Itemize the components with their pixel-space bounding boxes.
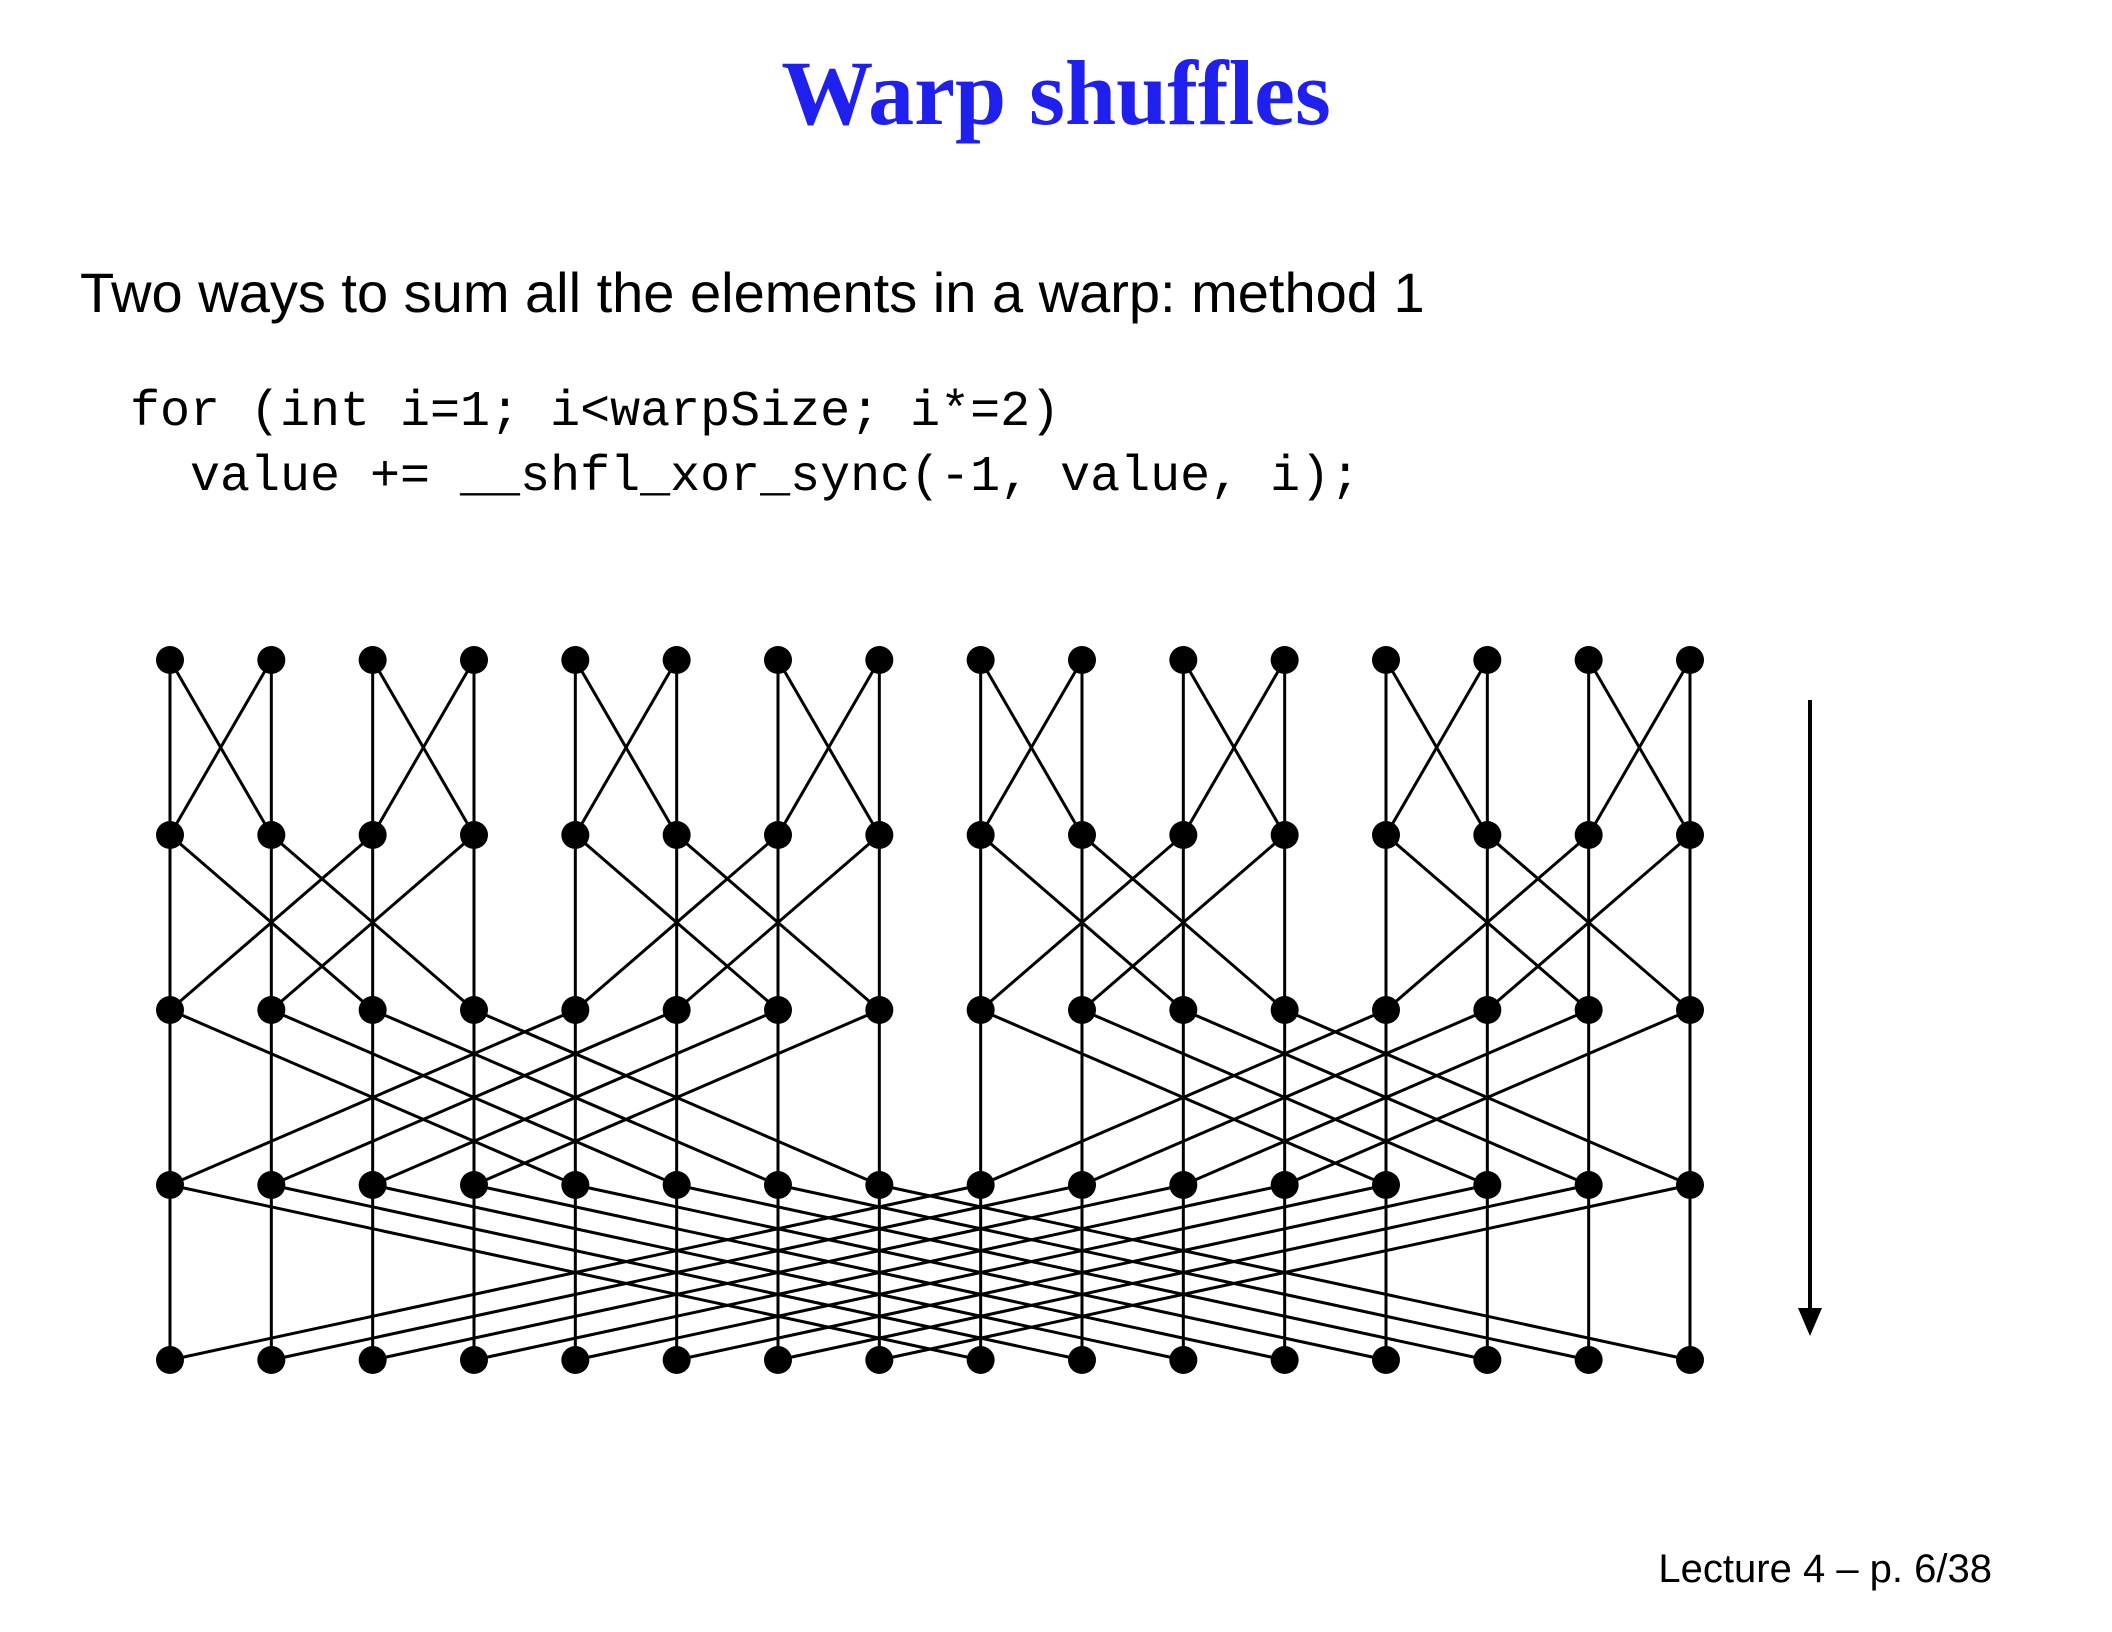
node [1676, 996, 1704, 1024]
node [663, 1171, 691, 1199]
node [1575, 821, 1603, 849]
node [359, 1346, 387, 1374]
node [967, 1171, 995, 1199]
node [663, 646, 691, 674]
node [865, 646, 893, 674]
node [1372, 996, 1400, 1024]
node [156, 996, 184, 1024]
node [865, 1171, 893, 1199]
slide-root: Warp shuffles Two ways to sum all the el… [0, 0, 2112, 1632]
node [359, 646, 387, 674]
node [460, 1346, 488, 1374]
node [1575, 646, 1603, 674]
node [1169, 1346, 1197, 1374]
node [1676, 646, 1704, 674]
node [1271, 646, 1299, 674]
node [967, 996, 995, 1024]
node [1068, 646, 1096, 674]
node [561, 821, 589, 849]
node [1068, 1171, 1096, 1199]
node [1169, 996, 1197, 1024]
node [460, 1171, 488, 1199]
butterfly-diagram [130, 620, 1730, 1400]
code-line-1: for (int i=1; i<warpSize; i*=2) [130, 384, 1060, 441]
node [460, 646, 488, 674]
node [663, 1346, 691, 1374]
node [967, 646, 995, 674]
node [561, 1171, 589, 1199]
node [1473, 996, 1501, 1024]
node [359, 1171, 387, 1199]
slide-footer: Lecture 4 – p. 6/38 [1658, 1547, 1992, 1592]
node [359, 821, 387, 849]
node [1473, 1171, 1501, 1199]
node [764, 1171, 792, 1199]
node [460, 821, 488, 849]
node [561, 996, 589, 1024]
node [156, 646, 184, 674]
node [1575, 1346, 1603, 1374]
node [156, 1171, 184, 1199]
butterfly-svg [130, 620, 1730, 1400]
time-arrow [1780, 690, 1840, 1340]
node [1676, 1346, 1704, 1374]
node [257, 1346, 285, 1374]
node [1676, 1171, 1704, 1199]
node [1271, 1346, 1299, 1374]
node [1372, 1346, 1400, 1374]
node [460, 996, 488, 1024]
node [865, 821, 893, 849]
node [764, 1346, 792, 1374]
node [967, 1346, 995, 1374]
node [156, 1346, 184, 1374]
node [1169, 821, 1197, 849]
node [359, 996, 387, 1024]
node [1473, 1346, 1501, 1374]
node [1575, 1171, 1603, 1199]
node [1473, 646, 1501, 674]
node [1068, 996, 1096, 1024]
node [1676, 821, 1704, 849]
code-block: for (int i=1; i<warpSize; i*=2) value +=… [130, 380, 1360, 510]
node [156, 821, 184, 849]
node [1169, 646, 1197, 674]
code-line-2: value += __shfl_xor_sync(-1, value, i); [130, 449, 1360, 506]
node [1372, 1171, 1400, 1199]
node [865, 1346, 893, 1374]
node [1372, 821, 1400, 849]
node [1372, 646, 1400, 674]
node [1271, 821, 1299, 849]
node [1271, 1171, 1299, 1199]
slide-title: Warp shuffles [0, 40, 2112, 146]
node [257, 821, 285, 849]
node [663, 821, 691, 849]
arrow-svg [1780, 690, 1840, 1340]
node [257, 996, 285, 1024]
node [561, 646, 589, 674]
node [1169, 1171, 1197, 1199]
node [257, 1171, 285, 1199]
node [764, 996, 792, 1024]
slide-subtitle: Two ways to sum all the elements in a wa… [80, 260, 1425, 325]
node [561, 1346, 589, 1374]
node [764, 646, 792, 674]
node [967, 821, 995, 849]
node [1068, 821, 1096, 849]
node [1473, 821, 1501, 849]
node [663, 996, 691, 1024]
node [1271, 996, 1299, 1024]
node [1575, 996, 1603, 1024]
node [764, 821, 792, 849]
node [1068, 1346, 1096, 1374]
node [257, 646, 285, 674]
node [865, 996, 893, 1024]
